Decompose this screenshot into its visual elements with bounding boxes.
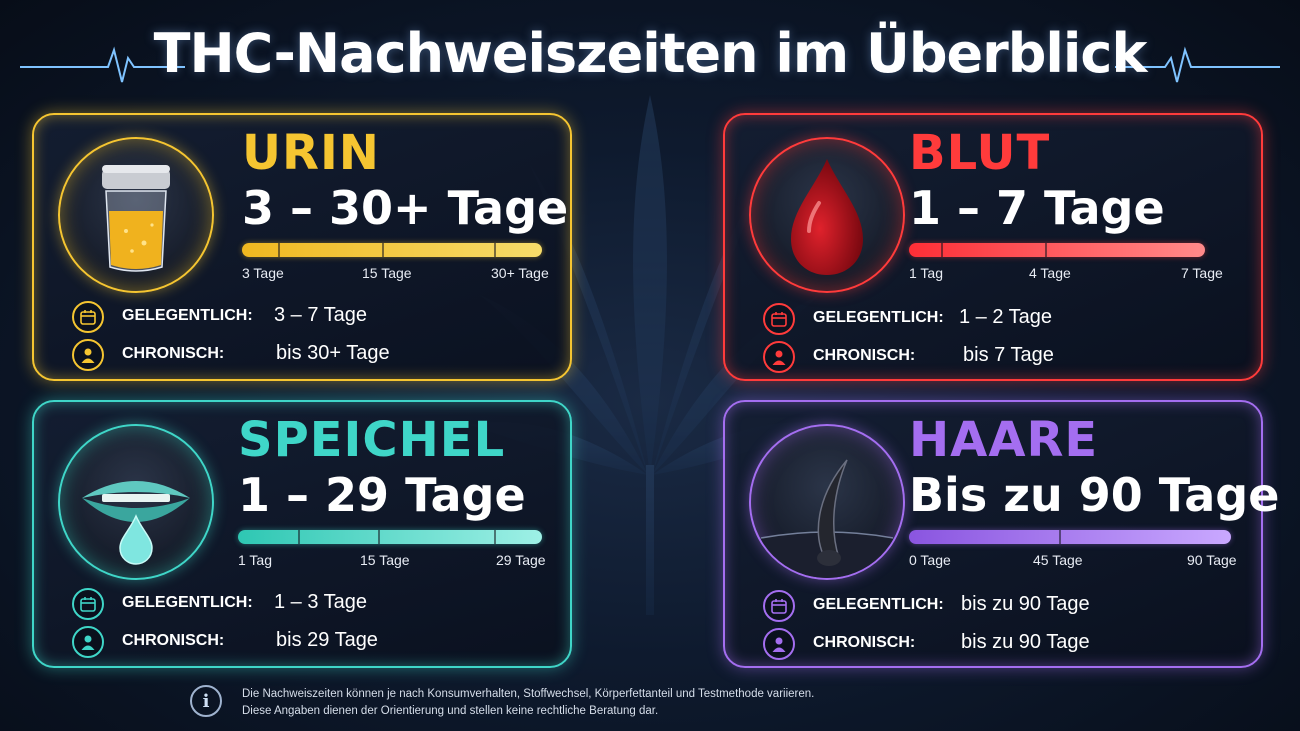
range-bar [238,530,542,544]
calendar-icon [72,588,104,620]
tick-label: 4 Tage [1029,265,1071,281]
info-icon: i [190,685,222,717]
tick-label: 1 Tag [909,265,943,281]
range-bar [909,530,1231,544]
card-haare: HAARE Bis zu 90 Tage 0 Tage 45 Tage 90 T… [723,400,1279,668]
tick-label: 45 Tage [1033,552,1083,568]
occasional-label: GELEGENTLICH: [122,594,253,611]
occasional-value: 1 – 2 Tage [959,306,1053,328]
chronic-value: bis 30+ Tage [276,342,390,364]
occasional-label: GELEGENTLICH: [813,309,944,326]
chronic-value: bis 7 Tage [963,344,1054,366]
footer-line-1: Die Nachweiszeiten können je nach Konsum… [242,688,815,700]
mouth-saliva-icon [58,424,214,580]
occasional-value: 1 – 3 Tage [274,591,368,613]
card-range: Bis zu 90 Tage [909,468,1280,522]
heartbeat-icon [20,46,185,83]
occasional-label: GELEGENTLICH: [122,307,253,324]
heartbeat-icon [1115,46,1280,83]
blood-drop-icon [749,137,905,293]
calendar-icon [72,301,104,333]
card-title: BLUT [909,125,1051,181]
card-title: SPEICHEL [238,412,506,468]
occasional-value: 3 – 7 Tage [274,304,368,326]
chronic-label: CHRONISCH: [122,345,225,362]
range-bar [909,243,1205,257]
tick-label: 29 Tage [496,552,546,568]
card-title: HAARE [909,412,1099,468]
person-icon [763,628,795,660]
chronic-value: bis zu 90 Tage [961,631,1090,653]
person-icon [72,339,104,371]
tick-label: 1 Tag [238,552,272,568]
card-blut: BLUT 1 – 7 Tage 1 Tag 4 Tage 7 Tage GELE… [723,113,1263,381]
person-icon [72,626,104,658]
tick-label: 0 Tage [909,552,951,568]
hair-follicle-icon [749,424,905,580]
calendar-icon [763,590,795,622]
footer-line-2: Diese Angaben dienen der Orientierung un… [242,705,659,717]
range-bar [242,243,542,257]
urine-cup-icon [58,137,214,293]
tick-label: 3 Tage [242,265,284,281]
occasional-value: bis zu 90 Tage [961,593,1090,615]
card-speichel: SPEICHEL 1 – 29 Tage 1 Tag 15 Tage 29 Ta… [32,400,572,668]
tick-label: 7 Tage [1181,265,1223,281]
chronic-value: bis 29 Tage [276,629,378,651]
occasional-label: GELEGENTLICH: [813,596,944,613]
chronic-label: CHRONISCH: [813,347,916,364]
tick-label: 30+ Tage [491,265,549,281]
calendar-icon [763,303,795,335]
card-urin: URIN 3 – 30+ Tage 3 Tage 15 Tage 30+ Tag… [32,113,572,381]
card-range: 3 – 30+ Tage [242,181,569,235]
tick-label: 15 Tage [360,552,410,568]
chronic-label: CHRONISCH: [813,634,916,651]
footer-text: Die Nachweiszeiten können je nach Konsum… [242,686,814,720]
tick-label: 90 Tage [1187,552,1237,568]
chronic-label: CHRONISCH: [122,632,225,649]
person-icon [763,341,795,373]
card-range: 1 – 29 Tage [238,468,526,522]
page-title: THC-Nachweiszeiten im Überblick [153,22,1148,85]
card-title: URIN [242,125,380,181]
tick-label: 15 Tage [362,265,412,281]
card-range: 1 – 7 Tage [909,181,1165,235]
